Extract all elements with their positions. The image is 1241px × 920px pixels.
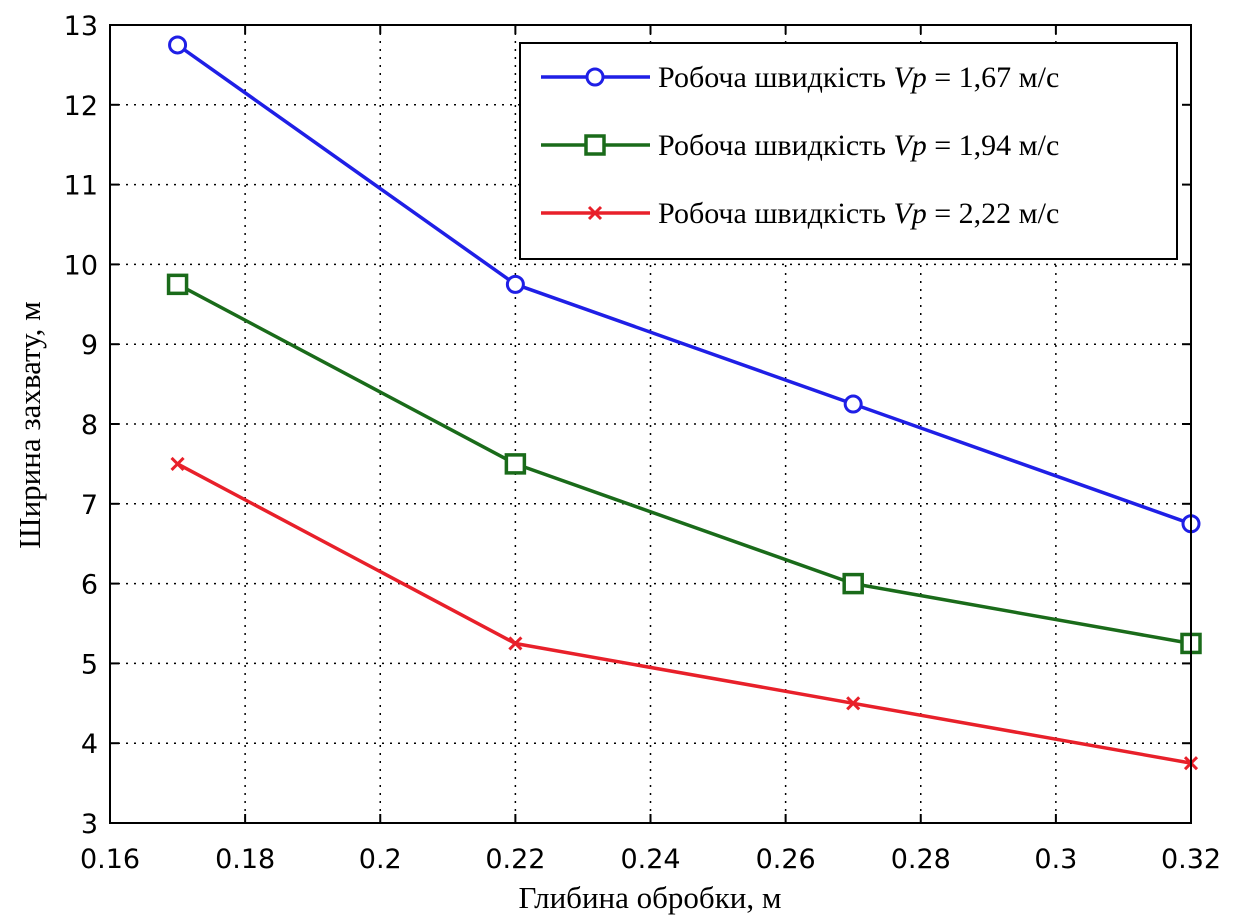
series-2 bbox=[166, 273, 1202, 655]
data-point bbox=[843, 394, 863, 414]
series-line bbox=[176, 43, 1192, 526]
series-line bbox=[176, 462, 1192, 765]
y-tick-label: 3 bbox=[81, 809, 98, 840]
data-point bbox=[170, 456, 185, 471]
x-tick-label: 0.18 bbox=[215, 844, 275, 875]
data-point bbox=[842, 572, 864, 595]
y-axis-title: Ширина захвату, м bbox=[12, 301, 47, 548]
y-tick-label: 4 bbox=[81, 729, 98, 760]
legend-label: Робоча швидкість Vp = 2,22 м/с bbox=[658, 197, 1059, 230]
data-point bbox=[166, 273, 189, 296]
y-tick-label: 7 bbox=[81, 490, 98, 521]
legend-label-variable: Vp bbox=[893, 61, 926, 94]
y-tick-label: 9 bbox=[81, 330, 98, 361]
legend-label-prefix: Робоча швидкість bbox=[658, 61, 893, 94]
legend-swatch-marker bbox=[587, 205, 603, 221]
y-tick-label: 6 bbox=[81, 570, 98, 601]
y-tick-label: 5 bbox=[81, 649, 98, 680]
legend-label: Робоча швидкість Vp = 1,67 м/с bbox=[658, 61, 1059, 94]
y-tick-label: 12 bbox=[64, 91, 98, 122]
legend-swatch-marker bbox=[585, 67, 605, 87]
legend-label: Робоча швидкість Vp = 1,94 м/с bbox=[658, 129, 1059, 162]
x-tick-label: 0.24 bbox=[620, 844, 680, 875]
legend-item: Робоча швидкість Vp = 1,67 м/с bbox=[541, 61, 1059, 94]
data-point bbox=[505, 274, 525, 294]
legend-label-prefix: Робоча швидкість bbox=[658, 197, 893, 230]
legend-item: Робоча швидкість Vp = 2,22 м/с bbox=[541, 197, 1059, 230]
y-tick-label: 8 bbox=[81, 410, 98, 441]
data-point bbox=[846, 696, 861, 711]
legend-item: Робоча швидкість Vp = 1,94 м/с bbox=[541, 129, 1059, 162]
legend-label-prefix: Робоча швидкість bbox=[658, 129, 893, 162]
x-tick-label: 0.28 bbox=[891, 844, 951, 875]
x-marker-stroke bbox=[508, 636, 523, 651]
x-tick-label: 0.16 bbox=[80, 844, 140, 875]
legend-swatch-marker bbox=[584, 134, 606, 156]
data-point bbox=[504, 453, 527, 475]
legend-label-suffix: = 1,94 м/с bbox=[927, 129, 1060, 162]
x-marker-stroke bbox=[846, 696, 861, 711]
legend-box bbox=[519, 42, 1178, 260]
x-marker-stroke bbox=[170, 456, 185, 471]
y-tick-label: 10 bbox=[64, 250, 98, 281]
legend-label-suffix: = 1,67 м/с bbox=[927, 61, 1060, 94]
series-1 bbox=[168, 35, 1201, 534]
x-axis-title: Глибина обробки, м bbox=[519, 880, 782, 915]
x-tick-label: 0.22 bbox=[485, 844, 545, 875]
y-tick-label: 11 bbox=[64, 171, 98, 202]
ticks: 0.16 0.18 0.2 0.22 0.24 0.26 0.28 0.3 0.32 3 4 5 6 7 8… bbox=[64, 11, 1221, 875]
y-tick-label: 13 bbox=[64, 11, 98, 42]
legend-label-variable: Vp bbox=[893, 197, 926, 230]
x-marker-stroke bbox=[587, 205, 603, 221]
x-tick-label: 0.3 bbox=[1034, 844, 1077, 875]
series-line bbox=[176, 282, 1192, 646]
x-tick-label: 0.32 bbox=[1161, 844, 1221, 875]
data-point bbox=[168, 35, 188, 55]
data-point bbox=[508, 636, 523, 651]
legend-label-suffix: = 2,22 м/с bbox=[927, 197, 1060, 230]
x-tick-label: 0.26 bbox=[756, 844, 816, 875]
x-tick-label: 0.2 bbox=[359, 844, 402, 875]
legend-label-variable: Vp bbox=[893, 129, 926, 162]
